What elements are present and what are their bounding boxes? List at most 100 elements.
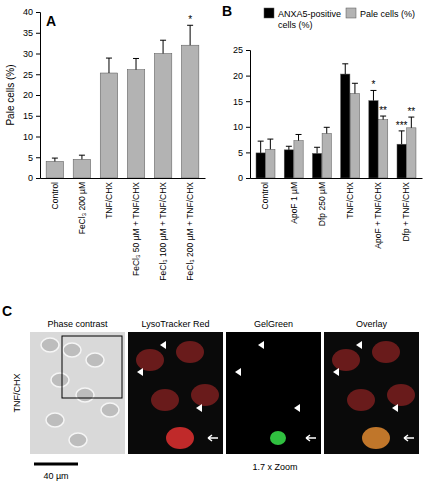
tick-mark xyxy=(36,157,40,158)
error-bar xyxy=(314,147,320,153)
cell xyxy=(51,373,69,387)
tick-label: 0 xyxy=(28,173,33,183)
y-axis: 0510152025 xyxy=(233,45,251,183)
bar xyxy=(397,144,406,178)
error-bar xyxy=(52,158,58,161)
axis-line xyxy=(36,13,41,179)
cell xyxy=(86,353,104,367)
tick: FeCl₃ 200 µM + TNF/CHX xyxy=(185,178,195,281)
error-cap xyxy=(342,63,348,64)
error-bar xyxy=(352,83,358,93)
error-line xyxy=(108,58,109,73)
tick: Control xyxy=(260,178,270,209)
cell xyxy=(46,413,64,427)
error-line xyxy=(326,127,327,133)
category-label: FeCl₃ 50 µM + TNF/CHX xyxy=(131,182,141,276)
tick-label: 25 xyxy=(233,45,243,55)
cell xyxy=(270,431,286,445)
category-label: FeCl₃ 100 µM + TNF/CHX xyxy=(158,182,168,281)
error-line xyxy=(345,64,346,74)
bar xyxy=(341,74,350,178)
error-line xyxy=(260,141,261,153)
category-label: Control xyxy=(260,182,270,210)
y-axis: 0510152025303540 xyxy=(23,7,41,183)
annotation: * xyxy=(372,79,376,90)
pointer xyxy=(196,404,202,412)
tick-label: 25 xyxy=(23,70,33,80)
scale-bar xyxy=(34,463,78,466)
x-axis: ControlApoF 1 µMDfp 250 µMTNF/CHXApoF + … xyxy=(251,178,423,249)
inset-box xyxy=(62,336,122,398)
tick: ApoF 1 µM xyxy=(289,178,299,224)
error-bar xyxy=(408,117,414,128)
error-cap xyxy=(324,127,330,128)
tick-label: 10 xyxy=(23,132,33,142)
error-bar xyxy=(106,58,112,73)
chart-panel: 0510152025ControlApoF 1 µMDfp 250 µMTNF/… xyxy=(222,3,423,249)
tick: FeCl₃ 100 µM + TNF/CHX xyxy=(158,178,168,281)
error-line xyxy=(401,131,402,144)
tick: FeCl₃ 50 µM + TNF/CHX xyxy=(131,178,141,276)
tick-mark xyxy=(246,152,250,153)
category-label: ApoF 1 µM xyxy=(289,182,299,224)
error-bar xyxy=(258,141,264,153)
tick: 0 xyxy=(28,173,40,183)
tick-label: 35 xyxy=(23,28,33,38)
tick: 15 xyxy=(233,97,250,107)
bar xyxy=(46,161,63,178)
error-line xyxy=(163,40,164,53)
pointer xyxy=(137,368,143,376)
cell xyxy=(166,427,194,449)
legend-label: ANXA5-positivecells (%) xyxy=(278,9,341,30)
tick: TNF/CHX xyxy=(345,178,355,219)
cell xyxy=(63,343,81,357)
tick-mark xyxy=(246,178,250,179)
zoom-label: 1.7 x Zoom xyxy=(252,462,297,472)
cell xyxy=(76,388,94,402)
error-cap xyxy=(286,146,292,147)
cell xyxy=(387,384,415,406)
tick-label: 20 xyxy=(23,90,33,100)
tick: TNF/CHX xyxy=(104,178,114,219)
legend-swatch xyxy=(346,8,356,18)
error-cap xyxy=(160,40,166,41)
error-line xyxy=(373,90,374,100)
cell xyxy=(151,389,179,411)
error-bar xyxy=(324,127,330,133)
error-bar xyxy=(370,90,376,100)
bar xyxy=(266,149,275,178)
tick-label: 15 xyxy=(23,111,33,121)
annotation: * xyxy=(188,14,192,25)
axis-line xyxy=(41,178,206,179)
axis-line xyxy=(251,178,423,179)
tick-label: 0 xyxy=(238,173,243,183)
bar xyxy=(181,45,198,178)
bar xyxy=(100,73,117,178)
error-bar xyxy=(133,58,139,69)
tick: 10 xyxy=(233,122,250,132)
tick-mark xyxy=(36,178,40,179)
legend: ANXA5-positivecells (%) Pale cells (%) xyxy=(264,8,415,30)
error-cap xyxy=(79,155,85,156)
image-title: Phase contrast xyxy=(47,319,108,329)
error-line xyxy=(317,147,318,153)
error-line xyxy=(270,139,271,149)
category-label: TNF/CHX xyxy=(345,182,355,219)
tick-mark xyxy=(36,116,40,117)
tick: 0 xyxy=(238,173,250,183)
legend-label: Pale cells (%) xyxy=(360,9,415,19)
tick-mark xyxy=(246,50,250,51)
error-line xyxy=(354,83,355,93)
image-title: GelGreen xyxy=(254,319,293,329)
bar xyxy=(407,128,416,178)
bar xyxy=(73,159,90,178)
axis-title: Pale cells (%) xyxy=(5,64,16,125)
tick: ApoF + TNF/CHX xyxy=(373,178,383,249)
tick: 20 xyxy=(23,90,40,100)
tick: 25 xyxy=(233,45,250,55)
tick: 15 xyxy=(23,111,40,121)
tick-label: 5 xyxy=(238,148,243,158)
tick: 35 xyxy=(23,28,40,38)
bar xyxy=(154,54,171,179)
error-bar xyxy=(187,25,193,45)
